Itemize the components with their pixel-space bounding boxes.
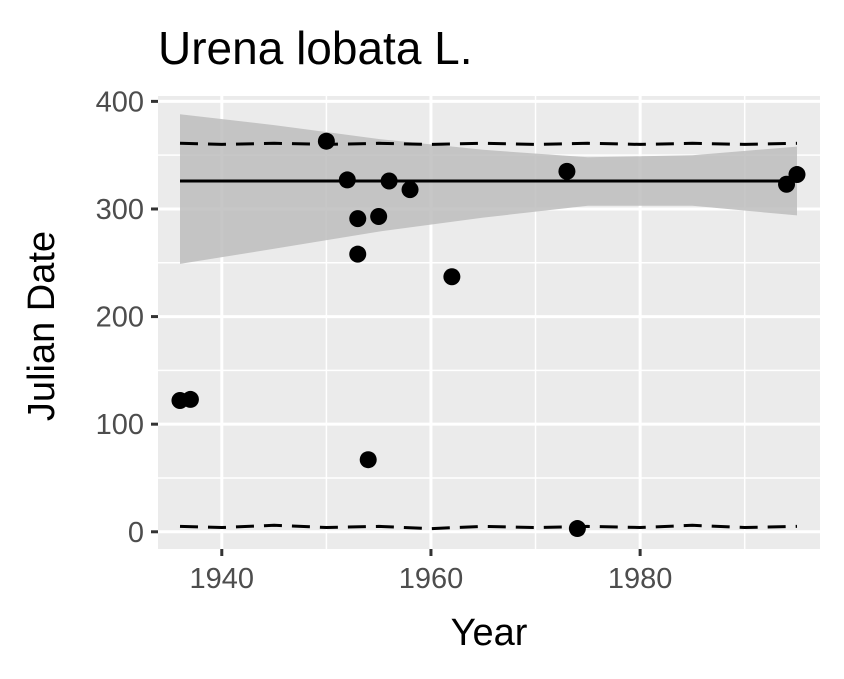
fit-line-layer [179,141,798,531]
data-point [380,172,398,190]
x-axis: 1940 1960 1980 [190,549,673,595]
data-point [558,162,576,180]
confidence-band [180,114,797,264]
y-tick-label: 400 [96,86,144,118]
data-point [359,451,377,469]
data-point [349,245,367,263]
y-axis-title: Julian Date [21,231,63,421]
data-points [171,132,806,538]
chart-title: Urena lobata L. [158,22,473,74]
data-point [401,181,419,199]
confidence-band-layer [180,114,797,264]
data-point [181,390,199,408]
x-tick-label: 1960 [399,563,464,595]
data-point [788,166,806,184]
y-tick-label: 0 [128,517,144,549]
y-tick-label: 100 [96,409,144,441]
upper-dashed-line [179,141,798,146]
data-point [443,268,461,286]
data-point [370,208,388,226]
lower-dashed-line [179,523,798,531]
y-axis: 0 100 200 300 400 [96,86,158,549]
data-point [338,171,356,189]
x-tick-label: 1980 [608,563,673,595]
data-point [349,210,367,228]
x-axis-title: Year [451,612,528,654]
x-tick-label: 1940 [190,563,255,595]
y-tick-label: 300 [96,194,144,226]
data-point [568,520,586,538]
y-tick-label: 200 [96,302,144,334]
data-point [317,132,335,150]
